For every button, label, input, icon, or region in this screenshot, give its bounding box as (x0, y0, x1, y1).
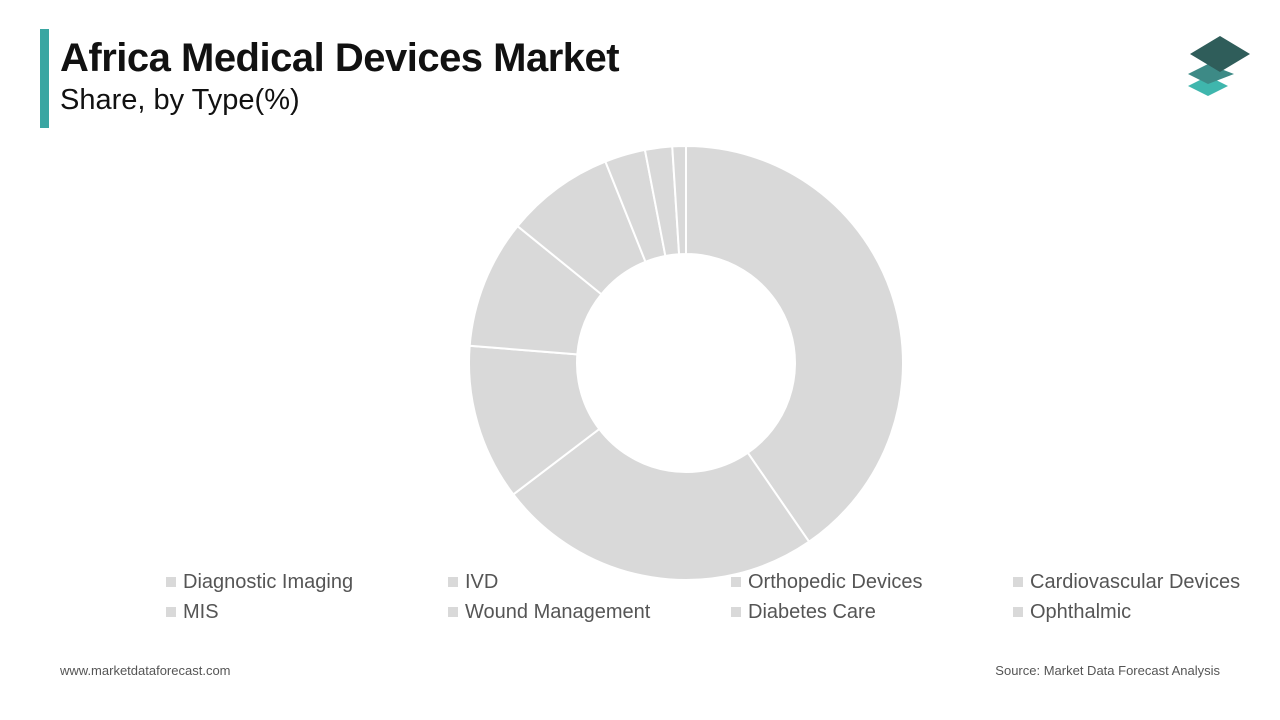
legend-item-ophthalmic: Ophthalmic (1013, 598, 1131, 626)
donut-slice-diagnostic-imaging (685, 144, 904, 544)
title-accent-bar (40, 29, 49, 128)
legend-item-ivd: IVD (448, 568, 498, 596)
legend-item-mis: MIS (166, 598, 219, 626)
legend-label: Ophthalmic (1030, 600, 1132, 623)
legend-label: Diabetes Care (748, 600, 876, 623)
legend-item-cardiovascular-devices: Cardiovascular Devices (1013, 568, 1240, 596)
chart-title: Africa Medical Devices Market (60, 36, 620, 80)
legend-swatch (731, 577, 741, 587)
legend-swatch (448, 577, 458, 587)
footer-website: www.marketdataforecast.com (60, 663, 231, 678)
logo-layer-middle (1188, 64, 1234, 84)
legend-swatch (166, 607, 176, 617)
legend-item-diabetes-care: Diabetes Care (731, 598, 876, 626)
donut-slice-ophthalmic (671, 144, 687, 256)
legend-label: Orthopedic Devices (748, 570, 923, 593)
legend-swatch (448, 607, 458, 617)
chart-subtitle: Share, by Type(%) (60, 84, 300, 116)
footer-source: Source: Market Data Forecast Analysis (995, 663, 1220, 678)
legend-swatch (1013, 607, 1023, 617)
legend-swatch (731, 607, 741, 617)
legend-label: IVD (465, 570, 499, 593)
chart-legend: Diagnostic Imaging IVD Orthopedic Devices C… (166, 568, 1266, 632)
donut-slice-ivd (511, 427, 811, 581)
logo-layer-top (1190, 36, 1250, 72)
legend-label: MIS (183, 600, 219, 623)
brand-logo (1186, 34, 1254, 104)
legend-item-diagnostic-imaging: Diagnostic Imaging (166, 568, 353, 596)
legend-swatch (1013, 577, 1023, 587)
legend-item-wound-management: Wound Management (448, 598, 650, 626)
legend-label: Wound Management (465, 600, 651, 623)
stacked-layers-icon (1188, 36, 1250, 96)
legend-label: Diagnostic Imaging (183, 570, 354, 593)
logo-layer-bottom (1188, 76, 1228, 96)
legend-label: Cardiovascular Devices (1030, 570, 1241, 593)
legend-item-orthopedic-devices: Orthopedic Devices (731, 568, 923, 596)
legend-swatch (166, 577, 176, 587)
